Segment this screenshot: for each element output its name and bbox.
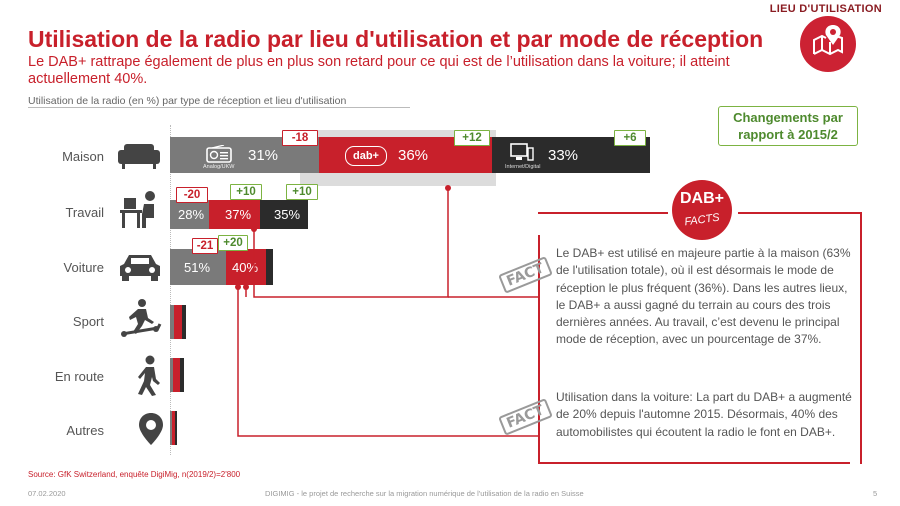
bar-segment-dab xyxy=(174,305,182,339)
walking-person-icon xyxy=(134,355,164,402)
treadmill-icon xyxy=(120,298,164,343)
chart-caption: Utilisation de la radio (en %) par type … xyxy=(28,95,347,107)
category-label: En route xyxy=(54,369,104,384)
computer-icon xyxy=(510,143,534,168)
badge-facts-text: FACTS xyxy=(683,211,721,229)
change-badge: +10 xyxy=(286,184,318,200)
section-label: LIEU D'UTILISATION xyxy=(769,3,882,15)
dab-logo-icon: dab+ xyxy=(345,146,387,166)
change-badge: -20 xyxy=(176,187,208,203)
value-label: 40% xyxy=(232,259,259,275)
bar-segment-analog xyxy=(170,358,173,392)
fact-paragraph-1: Le DAB+ est utilisé en majeure partie à … xyxy=(556,246,851,347)
value-label: 37% xyxy=(225,207,252,222)
page-number: 5 xyxy=(873,489,878,498)
bar-row-autres xyxy=(170,411,177,445)
footer-source: Source: GfK Switzerland, enquête DigiMig… xyxy=(28,470,241,479)
category-label: Travail xyxy=(65,205,104,220)
bar-segment-internet xyxy=(175,411,177,445)
location-pin-icon xyxy=(138,412,164,451)
changes-line-2: rapport à 2015/2 xyxy=(738,127,838,142)
bar-segment-analog xyxy=(170,200,209,229)
page-title: Utilisation de la radio par lieu d'utili… xyxy=(28,26,764,52)
radio-icon xyxy=(206,144,232,168)
value-label: 28% xyxy=(178,207,205,222)
change-badge: +6 xyxy=(614,130,646,146)
bar-segment-analog xyxy=(170,249,226,285)
footer-date: 07.02.2020 xyxy=(28,489,66,498)
bar-segment-dab xyxy=(209,200,260,229)
page-subtitle: Le DAB+ rattrape également de plus en pl… xyxy=(28,54,730,87)
value-label: 51% xyxy=(184,259,211,275)
bar-segment-dab xyxy=(172,411,175,445)
dab-facts-badge: DAB+ FACTS xyxy=(672,180,732,240)
value-label: 33% xyxy=(548,146,579,164)
internet-icon-label: Internet/Digital xyxy=(505,164,541,170)
change-badge: -18 xyxy=(282,130,318,146)
category-label: Autres xyxy=(66,423,104,438)
bar-segment-analog xyxy=(170,411,172,445)
footer-project: DIGIMIG - le projet de recherche sur la … xyxy=(265,489,584,498)
bar-segment-internet xyxy=(182,305,186,339)
facts-box-border xyxy=(860,212,862,464)
value-label: 36% xyxy=(398,146,429,164)
bar-row-travail: 28% 37% 35% xyxy=(170,200,308,229)
sofa-icon xyxy=(118,140,160,175)
value-label: 31% xyxy=(248,146,279,164)
change-badge: -21 xyxy=(192,238,218,254)
bar-segment-dab xyxy=(173,358,180,392)
badge-dab-text: DAB+ xyxy=(679,190,724,207)
desk-worker-icon xyxy=(120,190,164,235)
car-icon xyxy=(118,252,162,287)
value-label: 35% xyxy=(274,207,301,222)
bar-segment-dab xyxy=(226,249,266,285)
facts-box-border xyxy=(738,212,860,214)
bar-segment-analog xyxy=(170,305,174,339)
changes-legend-box: Changements par rapport à 2015/2 xyxy=(718,106,858,146)
bar-segment-internet xyxy=(266,249,273,285)
changes-line-1: Changements par xyxy=(733,110,843,125)
bar-row-sport xyxy=(170,305,186,339)
bar-row-en-route xyxy=(170,358,184,392)
axis-line xyxy=(170,125,171,455)
category-label: Voiture xyxy=(63,260,104,275)
change-badge: +10 xyxy=(230,184,262,200)
bar-segment-internet xyxy=(260,200,308,229)
caption-divider xyxy=(28,107,410,108)
facts-box xyxy=(538,235,850,464)
bar-segment-internet xyxy=(180,358,184,392)
category-label: Sport xyxy=(72,314,104,329)
change-badge: +20 xyxy=(218,235,248,251)
category-label: Maison xyxy=(62,149,104,164)
change-badge: +12 xyxy=(454,130,490,146)
bar-row-voiture: 51% 40% xyxy=(170,249,273,285)
fact-paragraph-2: Utilisation dans la voiture: La part du … xyxy=(556,390,852,439)
analog-icon-label: Analog/UKW xyxy=(203,164,235,170)
facts-box-border xyxy=(538,212,668,214)
map-pin-icon xyxy=(800,16,856,72)
